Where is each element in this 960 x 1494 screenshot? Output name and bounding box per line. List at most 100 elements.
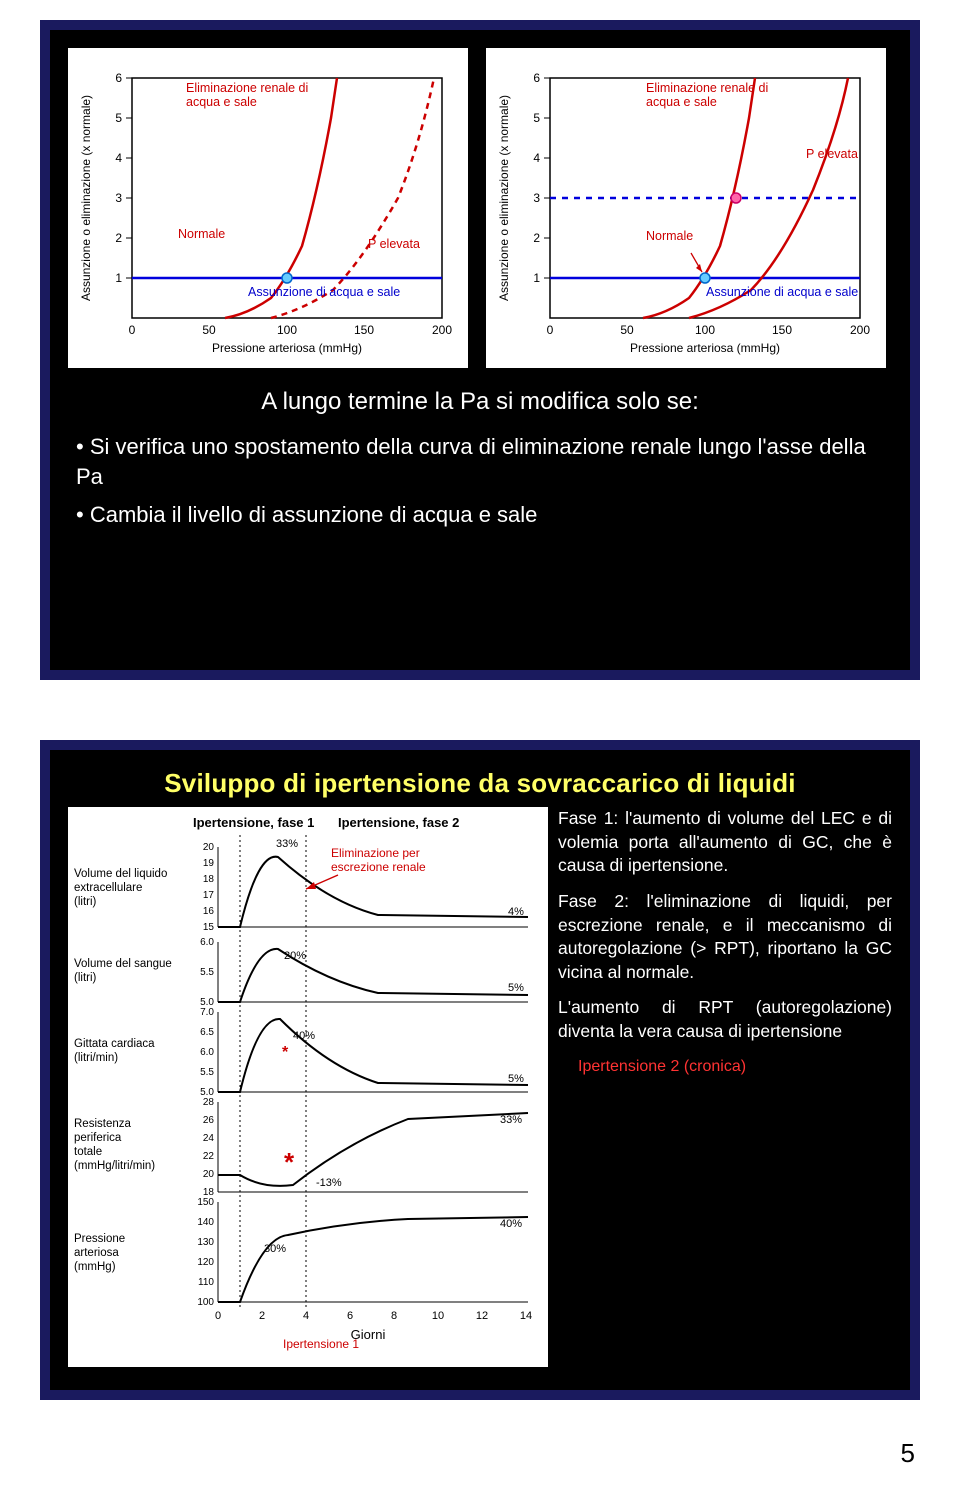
panel-2: 5.0 5.5 6.0 20% 5% xyxy=(200,937,528,1008)
svg-text:40%: 40% xyxy=(293,1030,315,1042)
svg-text:5.5: 5.5 xyxy=(200,1067,214,1078)
chart-left-intake-label: Assunzione di acqua e sale xyxy=(248,285,400,299)
svg-text:4%: 4% xyxy=(508,906,524,918)
fig-xticks: 0 2 4 6 8 10 12 14 xyxy=(215,1310,532,1322)
svg-text:1: 1 xyxy=(533,271,540,285)
phase2-label: Ipertensione, fase 2 xyxy=(338,815,459,830)
svg-text:19: 19 xyxy=(203,858,215,869)
svg-text:2: 2 xyxy=(115,231,122,245)
chart-left-yticks: 1 2 3 4 5 6 xyxy=(115,71,132,285)
svg-text:6.0: 6.0 xyxy=(200,937,214,948)
svg-text:3: 3 xyxy=(533,191,540,205)
svg-text:28: 28 xyxy=(203,1097,215,1108)
chart-left-elevata-label: P elevata xyxy=(368,237,420,251)
svg-text:6.5: 6.5 xyxy=(200,1027,214,1038)
panel2-label-2: (litri) xyxy=(74,972,97,984)
svg-text:-13%: -13% xyxy=(316,1177,342,1189)
svg-text:0: 0 xyxy=(215,1310,221,1322)
svg-text:24: 24 xyxy=(203,1133,215,1144)
slide2-cronica: Ipertensione 2 (cronica) xyxy=(578,1056,892,1078)
chart-left-ylabel: Assunzione o eliminazione (x normale) xyxy=(79,95,93,301)
fig-annot-elim: Eliminazione per escrezione renale xyxy=(331,847,426,875)
panel1-label-1: Volume del liquido xyxy=(74,868,167,880)
chart-right-svg: 1 2 3 4 5 6 0 50 100 150 200 Pressione a… xyxy=(486,48,886,368)
panel4-label-3: totale xyxy=(74,1146,102,1158)
svg-text:33%: 33% xyxy=(500,1114,522,1126)
svg-text:100: 100 xyxy=(277,323,297,337)
slide1-bullet-1: Si verifica uno spostamento della curva … xyxy=(76,432,892,491)
panel-5: 100 110 120 130 140 150 30% 40% xyxy=(197,1197,528,1308)
panel1-label-3: (litri) xyxy=(74,896,97,908)
charts-row: 1 2 3 4 5 6 0 50 100 150 200 Pressione a… xyxy=(68,48,892,368)
svg-text:150: 150 xyxy=(197,1197,214,1208)
chart-right-yticks: 1 2 3 4 5 6 xyxy=(533,71,550,285)
chart-left-marker xyxy=(282,273,292,283)
slide2-figure-svg: Ipertensione, fase 1 Ipertensione, fase … xyxy=(68,807,548,1367)
svg-text:20%: 20% xyxy=(284,950,306,962)
svg-text:7.0: 7.0 xyxy=(200,1007,214,1018)
svg-text:20: 20 xyxy=(203,842,215,853)
chart-right-ylabel: Assunzione o eliminazione (x normale) xyxy=(497,95,511,301)
svg-text:26: 26 xyxy=(203,1115,215,1126)
svg-text:*: * xyxy=(282,1044,289,1061)
svg-text:6: 6 xyxy=(347,1310,353,1322)
svg-text:6.0: 6.0 xyxy=(200,1047,214,1058)
chart-left-xticks: 0 50 100 150 200 xyxy=(129,323,453,337)
fig-asterisk: * xyxy=(284,1147,294,1178)
svg-text:5%: 5% xyxy=(508,982,524,994)
panel-4: 18 20 22 24 26 28 -13% 33% xyxy=(203,1097,528,1198)
chart-left: 1 2 3 4 5 6 0 50 100 150 200 Pressione a… xyxy=(68,48,468,368)
svg-text:100: 100 xyxy=(197,1297,214,1308)
slide2-text-column: Fase 1: l'aumento di volume del LEC e di… xyxy=(558,807,892,1367)
svg-text:5: 5 xyxy=(115,111,122,125)
svg-text:5%: 5% xyxy=(508,1073,524,1085)
chart-left-xlabel: Pressione arteriosa (mmHg) xyxy=(212,341,362,355)
svg-text:50: 50 xyxy=(620,323,634,337)
panel2-label-1: Volume del sangue xyxy=(74,958,172,970)
svg-text:2: 2 xyxy=(259,1310,265,1322)
svg-text:2: 2 xyxy=(533,231,540,245)
svg-text:200: 200 xyxy=(432,323,452,337)
panel3-label-2: (litri/min) xyxy=(74,1052,118,1064)
panel4-label-4: (mmHg/litri/min) xyxy=(74,1160,155,1172)
chart-right-marker-1 xyxy=(700,273,710,283)
chart-right-intake-label: Assunzione di acqua e sale xyxy=(706,285,858,299)
svg-text:4: 4 xyxy=(533,151,540,165)
chart-right-xticks: 0 50 100 150 200 xyxy=(547,323,871,337)
slide2-figure: Ipertensione, fase 1 Ipertensione, fase … xyxy=(68,807,548,1367)
chart-right-marker-2 xyxy=(731,193,741,203)
slide2-body: Ipertensione, fase 1 Ipertensione, fase … xyxy=(68,807,892,1367)
chart-right-elevata-label: P elevata xyxy=(806,147,858,161)
svg-text:6: 6 xyxy=(533,71,540,85)
fig-annot-iper1: Ipertensione 1 xyxy=(283,1337,359,1351)
svg-text:50: 50 xyxy=(202,323,216,337)
svg-text:140: 140 xyxy=(197,1217,214,1228)
svg-text:12: 12 xyxy=(476,1310,488,1322)
chart-left-curve-normale xyxy=(225,78,337,318)
chart-left-elim-label-1: Eliminazione renale di xyxy=(186,81,308,95)
svg-text:4: 4 xyxy=(115,151,122,165)
chart-left-curve-elevata xyxy=(271,78,434,318)
svg-text:10: 10 xyxy=(432,1310,444,1322)
panel-3: 5.0 5.5 6.0 6.5 7.0 40% 5% * xyxy=(200,1007,528,1098)
chart-left-svg: 1 2 3 4 5 6 0 50 100 150 200 Pressione a… xyxy=(68,48,468,368)
svg-text:130: 130 xyxy=(197,1237,214,1248)
svg-text:40%: 40% xyxy=(500,1218,522,1230)
svg-text:200: 200 xyxy=(850,323,870,337)
slide1-heading: A lungo termine la Pa si modifica solo s… xyxy=(68,386,892,418)
svg-text:150: 150 xyxy=(354,323,374,337)
slide-1: 1 2 3 4 5 6 0 50 100 150 200 Pressione a… xyxy=(40,20,920,680)
slide2-para3: L'aumento di RPT (autoregolazione) diven… xyxy=(558,996,892,1043)
chart-right-xlabel: Pressione arteriosa (mmHg) xyxy=(630,341,780,355)
slide-2: Sviluppo di ipertensione da sovraccarico… xyxy=(40,740,920,1400)
chart-right-normale-label: Normale xyxy=(646,229,693,243)
slide1-bullet-2: Cambia il livello di assunzione di acqua… xyxy=(76,500,892,530)
svg-text:100: 100 xyxy=(695,323,715,337)
svg-text:15: 15 xyxy=(203,922,215,933)
fig-annot-elim-text: Eliminazione per escrezione renale xyxy=(331,846,426,874)
panel5-label-1: Pressione xyxy=(74,1233,125,1245)
svg-text:150: 150 xyxy=(772,323,792,337)
panel4-label-1: Resistenza xyxy=(74,1118,131,1130)
chart-right: 1 2 3 4 5 6 0 50 100 150 200 Pressione a… xyxy=(486,48,886,368)
chart-right-elim-label-2: acqua e sale xyxy=(646,95,717,109)
